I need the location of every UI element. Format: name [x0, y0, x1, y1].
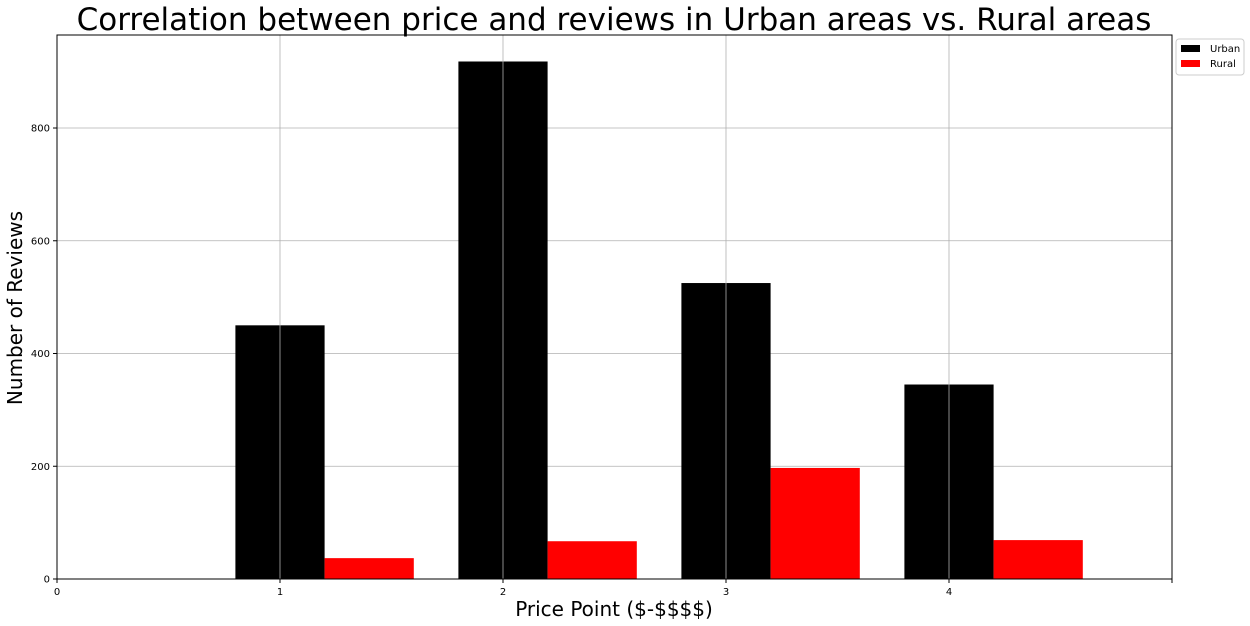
legend-label-urban: Urban — [1210, 44, 1240, 55]
y-tick-label: 0 — [44, 575, 50, 586]
x-tick-label: 4 — [946, 587, 952, 598]
bar-rural-4 — [993, 540, 1083, 579]
y-tick-label: 200 — [31, 462, 50, 473]
grid — [57, 127, 1172, 467]
y-axis-label: Number of Reviews — [3, 211, 27, 405]
legend-swatch-rural — [1181, 60, 1200, 67]
legend: Urban Rural — [1175, 38, 1245, 76]
x-tick-label: 1 — [277, 587, 283, 598]
x-tick-label: 3 — [723, 587, 729, 598]
x-tick-label: 2 — [500, 587, 506, 598]
x-axis-label: Price Point ($-$$$$) — [515, 597, 713, 621]
chart-title: Correlation between price and reviews in… — [77, 2, 1152, 38]
bar-rural-3 — [770, 467, 860, 579]
bar-rural-1 — [324, 558, 414, 579]
plot-area-frame — [56, 34, 1173, 580]
vertical-grid — [279, 35, 950, 579]
y-tick-label: 400 — [31, 349, 50, 360]
x-tick-label: 0 — [54, 587, 60, 598]
y-tick-label: 600 — [31, 236, 50, 247]
y-tick-label: 800 — [31, 124, 50, 135]
x-axis-ticks: 0 1 2 3 4 — [54, 579, 1173, 598]
bars — [235, 61, 1083, 579]
legend-swatch-urban — [1181, 45, 1200, 52]
y-axis-ticks: 0 200 400 600 800 — [31, 124, 57, 586]
legend-label-rural: Rural — [1210, 59, 1236, 70]
bar-rural-2 — [547, 541, 637, 579]
